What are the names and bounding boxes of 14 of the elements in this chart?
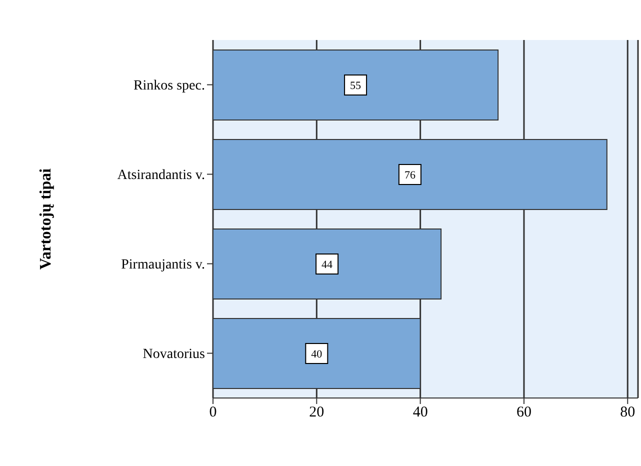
y-tick-label: Novatorius <box>142 347 205 362</box>
data-label: 40 <box>311 348 323 360</box>
x-tick-label: 20 <box>309 404 324 421</box>
data-label: 55 <box>350 80 362 92</box>
y-tick-label: Atsirandantis v. <box>117 168 205 184</box>
data-label: 44 <box>322 259 334 271</box>
x-tick-label: 60 <box>516 404 532 421</box>
data-label: 76 <box>404 170 416 182</box>
y-tick-label: Pirmaujantis v. <box>121 258 205 273</box>
x-tick-label: 0 <box>209 404 217 421</box>
y-axis-title: Vartotojų tipai <box>38 168 55 270</box>
x-tick-label: 80 <box>620 404 636 421</box>
x-tick-label: 40 <box>412 404 428 421</box>
y-tick-label: Rinkos spec. <box>133 78 205 94</box>
